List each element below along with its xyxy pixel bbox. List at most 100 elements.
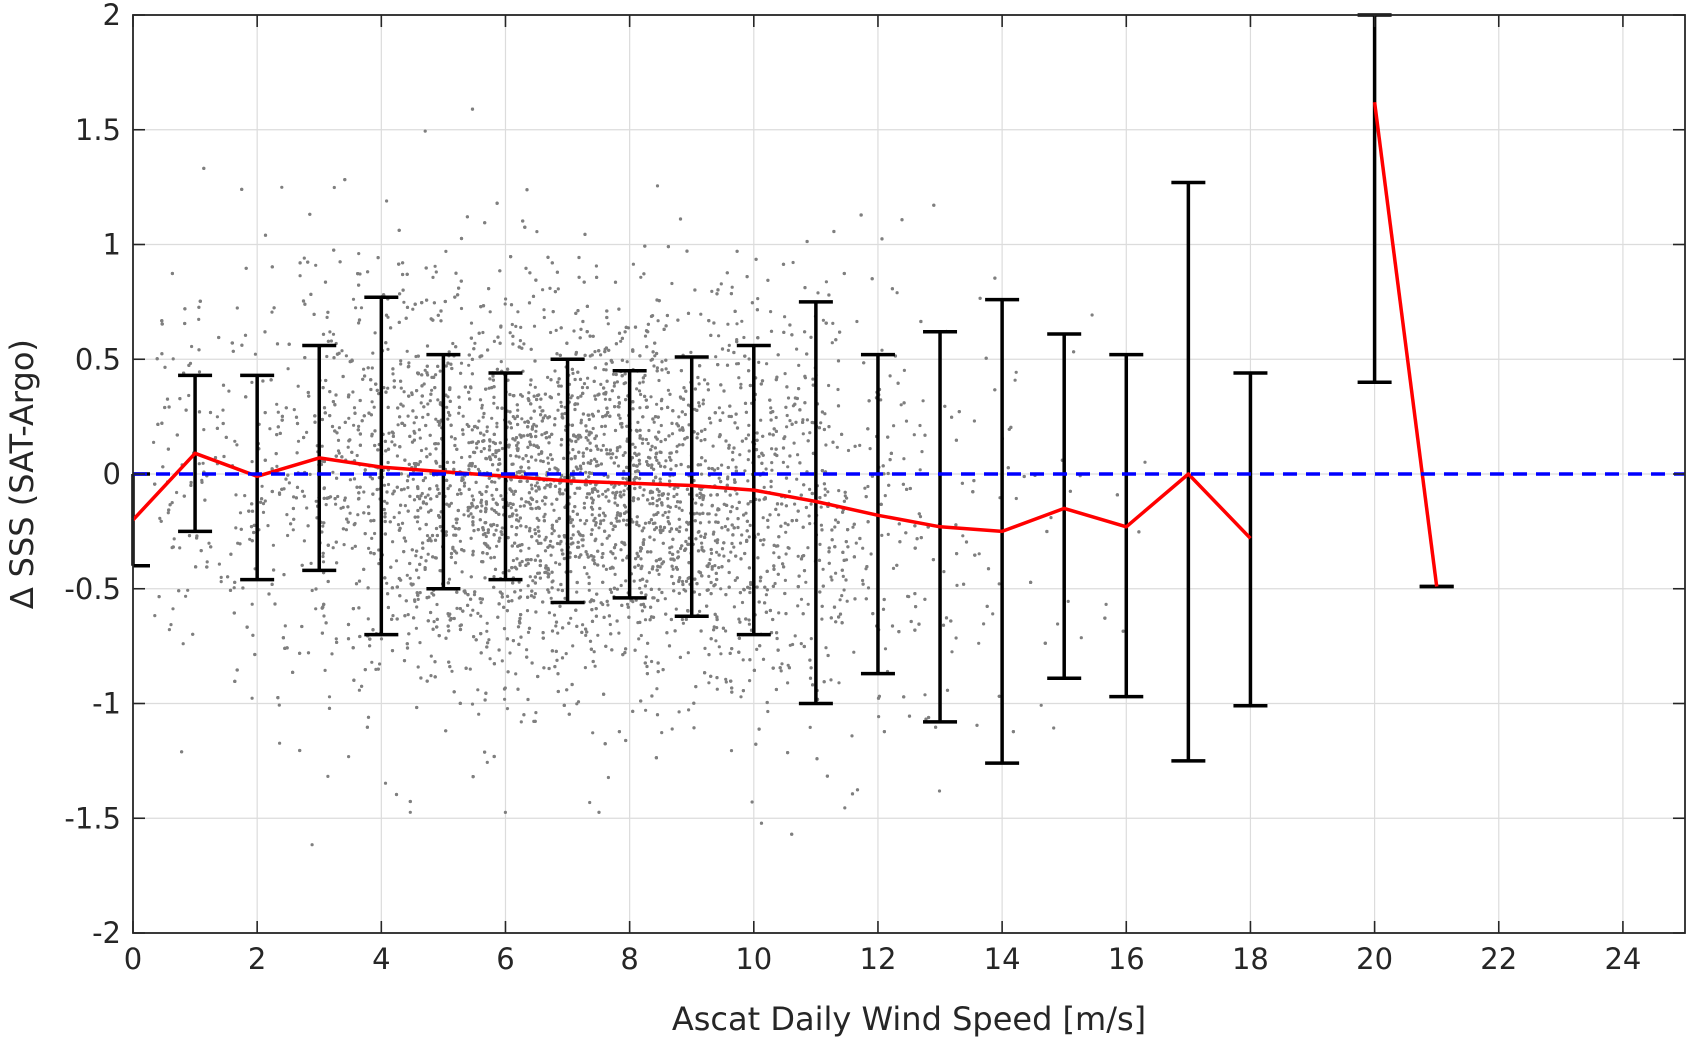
scatter-point — [817, 558, 822, 563]
scatter-point — [563, 596, 567, 600]
scatter-point — [518, 339, 523, 343]
scatter-point — [594, 264, 599, 268]
scatter-point — [562, 557, 566, 561]
scatter-point — [416, 494, 420, 499]
scatter-point — [613, 501, 617, 505]
scatter-point — [785, 413, 789, 418]
scatter-point — [646, 441, 650, 446]
scatter-point — [406, 613, 410, 617]
scatter-point — [950, 650, 954, 654]
scatter-point — [793, 634, 797, 638]
scatter-point — [764, 467, 768, 471]
scatter-point — [486, 641, 490, 645]
scatter-point — [382, 483, 387, 487]
scatter-point — [602, 615, 606, 620]
scatter-point — [314, 263, 318, 267]
scatter-point — [617, 631, 621, 635]
scatter-point — [470, 501, 474, 506]
scatter-point — [429, 610, 433, 615]
scatter-point — [795, 518, 799, 523]
scatter-point — [511, 639, 515, 643]
scatter-point — [388, 520, 392, 524]
scatter-point — [469, 440, 473, 444]
scatter-point — [175, 490, 179, 495]
scatter-point — [879, 398, 883, 402]
scatter-point — [991, 612, 995, 616]
scatter-point — [274, 452, 278, 456]
scatter-point — [377, 548, 381, 552]
scatter-point — [622, 493, 626, 497]
scatter-point — [158, 516, 162, 521]
scatter-point — [321, 524, 325, 528]
scatter-point — [181, 642, 185, 646]
scatter-point — [548, 485, 552, 489]
scatter-point — [603, 514, 607, 518]
scatter-point — [215, 415, 219, 419]
scatter-point — [291, 528, 295, 532]
scatter-point — [653, 446, 658, 450]
scatter-point — [514, 436, 519, 440]
scatter-point — [556, 408, 560, 412]
scatter-point — [820, 528, 824, 532]
scatter-point — [589, 532, 594, 537]
scatter-point — [534, 610, 538, 614]
scatter-point — [730, 690, 734, 694]
scatter-point — [954, 636, 958, 640]
scatter-point — [531, 579, 535, 583]
scatter-point — [507, 569, 511, 573]
scatter-point — [641, 493, 645, 497]
scatter-point — [669, 467, 673, 471]
scatter-point — [507, 599, 511, 603]
scatter-point — [482, 433, 486, 437]
scatter-point — [660, 360, 664, 364]
scatter-point — [772, 427, 776, 431]
scatter-point — [324, 503, 328, 507]
scatter-point — [536, 554, 540, 558]
scatter-point — [714, 355, 718, 359]
scatter-point — [535, 481, 539, 485]
scatter-point — [460, 455, 464, 460]
scatter-point — [571, 371, 575, 375]
scatter-point — [624, 398, 628, 402]
scatter-point — [487, 386, 491, 390]
scatter-point — [653, 354, 657, 358]
scatter-point — [977, 552, 981, 556]
scatter-point — [386, 347, 390, 351]
scatter-point — [499, 494, 503, 498]
scatter-point — [700, 541, 704, 545]
scatter-point — [534, 711, 538, 715]
scatter-point — [540, 409, 544, 413]
scatter-point — [755, 431, 759, 435]
scatter-point — [631, 262, 636, 266]
scatter-point — [447, 629, 451, 633]
scatter-point — [425, 534, 430, 538]
scatter-point — [394, 792, 399, 797]
scatter-point — [435, 602, 439, 607]
scatter-point — [717, 645, 721, 649]
scatter-point — [552, 508, 556, 512]
scatter-point — [744, 410, 749, 414]
scatter-point — [766, 525, 770, 529]
scatter-point — [586, 555, 590, 559]
scatter-point — [634, 476, 639, 480]
scatter-point — [594, 523, 598, 527]
scatter-point — [330, 652, 334, 656]
scatter-point — [733, 480, 737, 484]
scatter-point — [631, 407, 635, 411]
scatter-point — [564, 652, 568, 656]
scatter-point — [603, 350, 607, 354]
scatter-point — [341, 527, 345, 531]
scatter-point — [436, 487, 440, 491]
scatter-point — [436, 313, 440, 317]
scatter-point — [653, 521, 657, 525]
scatter-point — [631, 520, 635, 524]
scatter-point — [412, 616, 416, 620]
scatter-point — [556, 689, 560, 694]
scatter-point — [334, 540, 338, 544]
scatter-point — [590, 513, 594, 517]
scatter-point — [639, 275, 643, 279]
scatter-point — [821, 318, 826, 322]
scatter-point — [717, 476, 721, 480]
scatter-point — [428, 433, 432, 437]
scatter-point — [732, 478, 737, 482]
